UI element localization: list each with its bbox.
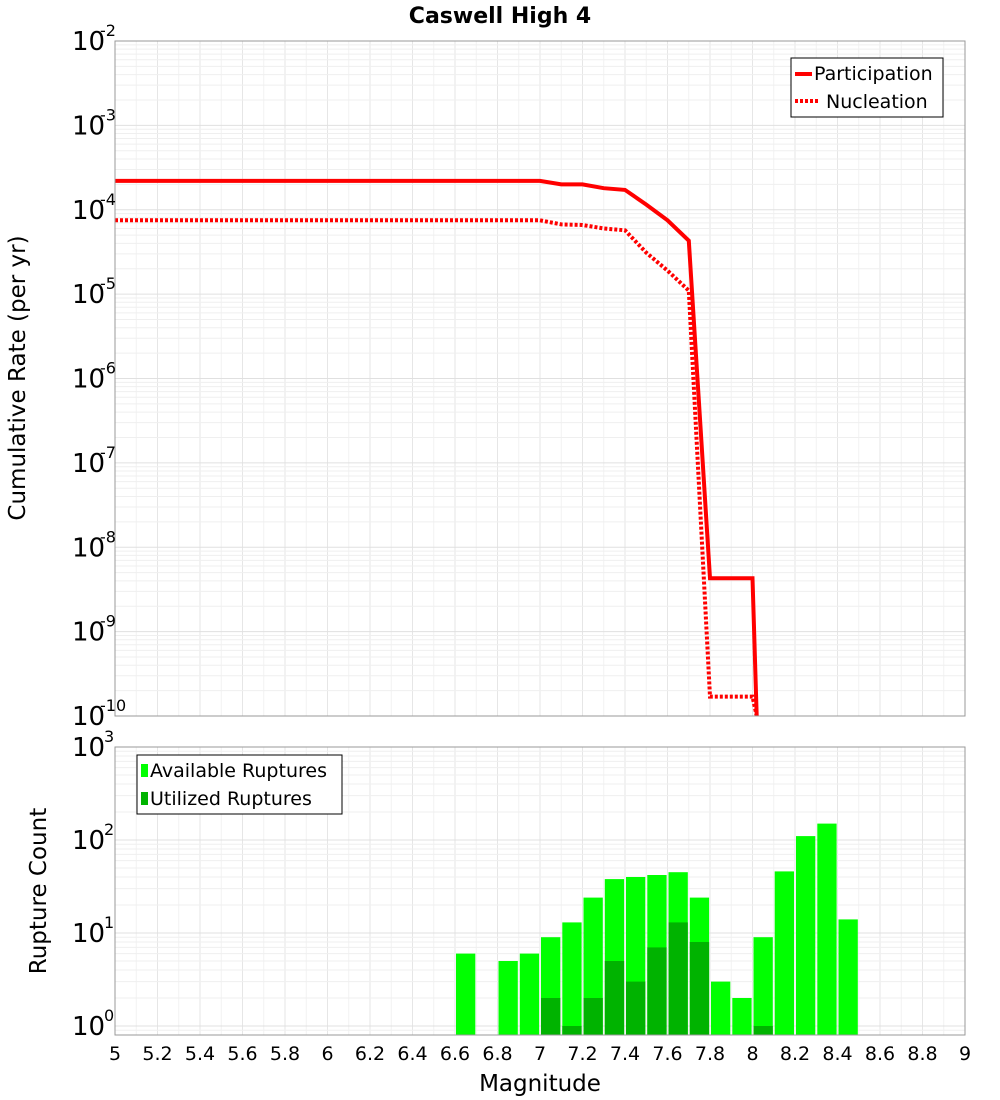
y-tick-label: 10 — [72, 618, 105, 648]
utilized-rupture-bar — [583, 998, 603, 1035]
y-tick-exponent: -9 — [100, 612, 116, 631]
available-rupture-bar — [732, 998, 752, 1035]
rate-plot-grid — [115, 41, 966, 716]
count-plot-frame — [114, 746, 966, 1036]
utilized-rupture-bar — [647, 947, 667, 1035]
series-line-participation — [115, 178, 759, 717]
rate-plot-frame — [114, 40, 966, 717]
y-tick-exponent: -8 — [100, 527, 116, 546]
magnitude-tick-labels: 5 5.2 5.4 5.6 5.8 6 6.2 6.4 6.6 6.8 7 7.2 7.4 7.6 7.8 8… — [109, 1043, 971, 1065]
available-rupture-bar — [456, 953, 476, 1035]
x-tick-label: 6 — [321, 1043, 333, 1065]
chart-title: Caswell High 4 — [409, 4, 591, 29]
x-tick-label: 8 — [746, 1043, 758, 1065]
y-tick-label: 10 — [72, 280, 105, 310]
y-tick-exponent: 3 — [104, 727, 114, 746]
available-rupture-bar — [838, 919, 858, 1035]
x-tick-label: 8.2 — [780, 1043, 810, 1065]
y-tick-label: 10 — [72, 826, 105, 856]
rate-legend: Participation Nucleation — [790, 57, 944, 118]
x-tick-label: 5.8 — [270, 1043, 300, 1065]
legend-available-swatch — [141, 764, 148, 777]
x-tick-label: 6.6 — [440, 1043, 470, 1065]
y-tick-label: 10 — [72, 1012, 105, 1042]
x-tick-label: 5.2 — [142, 1043, 172, 1065]
count-y-axis-label: Rupture Count — [26, 808, 52, 974]
x-axis-label: Magnitude — [479, 1071, 601, 1097]
available-rupture-bar — [562, 922, 582, 1035]
utilized-rupture-bar — [562, 1026, 582, 1035]
x-tick-label: 5 — [109, 1043, 121, 1065]
available-rupture-bar — [753, 937, 773, 1035]
utilized-rupture-bar — [689, 942, 710, 1035]
y-tick-label: 10 — [72, 702, 105, 732]
y-tick-label: 10 — [72, 365, 105, 395]
y-tick-label: 10 — [72, 111, 105, 141]
legend-nucleation-label: Nucleation — [826, 91, 928, 113]
y-tick-exponent: 1 — [104, 913, 114, 932]
utilized-rupture-bar — [753, 1026, 773, 1035]
legend-utilized-swatch — [141, 792, 148, 805]
rate-plot-series — [115, 178, 759, 717]
x-tick-label: 8.8 — [907, 1043, 937, 1065]
y-tick-exponent: 2 — [104, 820, 114, 839]
legend-available-label: Available Ruptures — [150, 760, 327, 782]
y-tick-exponent: 0 — [104, 1006, 114, 1025]
y-tick-label: 10 — [72, 919, 105, 949]
available-rupture-bar — [519, 953, 540, 1035]
y-tick-exponent: -2 — [100, 21, 116, 40]
utilized-rupture-bar — [604, 961, 625, 1035]
x-tick-label: 8.6 — [865, 1043, 895, 1065]
series-line-nucleation — [115, 218, 759, 717]
count-legend: Available Ruptures Utilized Ruptures — [136, 754, 343, 815]
y-tick-label: 10 — [72, 449, 105, 479]
available-rupture-bar — [711, 981, 731, 1035]
y-tick-exponent: -4 — [100, 190, 116, 209]
y-tick-exponent: -10 — [100, 696, 126, 715]
y-tick-exponent: -7 — [100, 443, 116, 462]
y-tick-exponent: -5 — [100, 274, 116, 293]
x-tick-label: 7 — [534, 1043, 546, 1065]
y-tick-exponent: -6 — [100, 359, 116, 378]
rate-y-axis-label: Cumulative Rate (per yr) — [5, 235, 31, 520]
rate-legend-box — [790, 57, 944, 118]
utilized-rupture-bar — [541, 998, 561, 1035]
utilized-rupture-bar — [668, 922, 688, 1035]
x-tick-label: 7.6 — [652, 1043, 682, 1065]
available-rupture-bar — [498, 961, 518, 1035]
count-legend-box — [136, 754, 343, 815]
y-tick-label: 10 — [72, 733, 105, 763]
legend-utilized-label: Utilized Ruptures — [150, 788, 312, 810]
x-tick-label: 5.6 — [227, 1043, 257, 1065]
x-tick-label: 7.8 — [695, 1043, 725, 1065]
y-tick-label: 10 — [72, 27, 105, 57]
x-tick-label: 8.4 — [822, 1043, 852, 1065]
x-tick-label: 6.8 — [482, 1043, 512, 1065]
available-rupture-bar — [774, 871, 794, 1035]
x-tick-label: 7.2 — [567, 1043, 597, 1065]
utilized-rupture-bar — [626, 981, 646, 1035]
y-tick-label: 10 — [72, 533, 105, 563]
x-tick-label: 6.4 — [397, 1043, 427, 1065]
available-rupture-bar — [817, 823, 837, 1035]
x-tick-label: 5.4 — [185, 1043, 215, 1065]
y-tick-exponent: -3 — [100, 105, 116, 124]
y-tick-label: 10 — [72, 196, 105, 226]
x-tick-label: 6.2 — [355, 1043, 385, 1065]
x-tick-label: 9 — [959, 1043, 971, 1065]
available-rupture-bar — [796, 836, 816, 1035]
count-plot-bars — [456, 823, 858, 1035]
x-tick-label: 7.4 — [610, 1043, 640, 1065]
legend-participation-label: Participation — [814, 63, 933, 85]
